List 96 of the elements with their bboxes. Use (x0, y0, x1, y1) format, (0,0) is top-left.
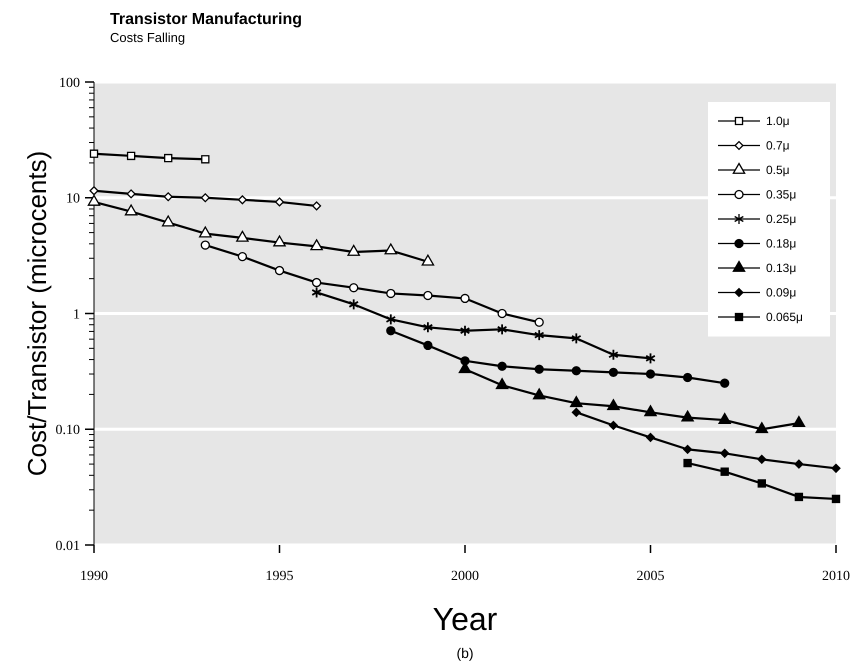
point (199, 226, 212, 238)
point (386, 288, 396, 298)
x-tick-label: 1995 (266, 569, 294, 584)
point (88, 194, 100, 206)
point (201, 155, 210, 164)
point (236, 230, 249, 242)
point (460, 324, 470, 337)
point (386, 326, 396, 336)
point (720, 378, 730, 388)
point (608, 348, 619, 361)
point (607, 399, 620, 410)
point (310, 239, 323, 250)
legend-label: 1.0μ (766, 114, 790, 128)
point (311, 286, 322, 298)
point (126, 152, 136, 160)
point (572, 408, 581, 417)
point (423, 290, 433, 300)
legend-label: 0.09μ (766, 286, 796, 300)
point (423, 340, 433, 350)
point (422, 254, 434, 266)
text: (b) (456, 645, 474, 661)
point (682, 372, 692, 382)
legend-label: 0.5μ (766, 163, 790, 178)
y-tick-label: 1 (73, 307, 80, 322)
point (497, 362, 507, 371)
point (274, 197, 284, 206)
point (646, 432, 656, 442)
legend-label: 0.25μ (766, 212, 796, 226)
point (162, 215, 174, 226)
legend-label: 0.18μ (766, 236, 796, 251)
point (534, 329, 544, 342)
point (794, 460, 804, 469)
point (89, 186, 99, 196)
y-tick-label: 0.01 (56, 538, 80, 554)
point (608, 368, 618, 378)
y-tick-label: 0.10 (56, 423, 80, 438)
point (386, 313, 396, 326)
point (534, 364, 544, 374)
point (126, 189, 136, 198)
point (720, 448, 730, 458)
point (718, 412, 731, 424)
point (460, 294, 470, 304)
point (831, 464, 841, 473)
point (90, 150, 98, 158)
point (164, 154, 172, 162)
chart-subtitle: Costs Falling (110, 30, 186, 45)
point (832, 494, 840, 504)
point (496, 323, 508, 336)
x-axis-title: Year (432, 601, 498, 637)
point (758, 479, 766, 488)
point (572, 366, 581, 376)
point (349, 283, 358, 292)
point (238, 252, 248, 262)
point (124, 204, 138, 216)
x-tick-label: 2000 (451, 569, 479, 584)
point (312, 201, 322, 210)
chart-title: Transistor Manufacturing (110, 11, 302, 28)
point (200, 240, 210, 250)
point (646, 369, 656, 379)
legend-label: 0.13μ (766, 261, 796, 276)
point (384, 243, 398, 254)
point (238, 195, 247, 204)
point (348, 298, 359, 310)
point (757, 454, 766, 464)
point (792, 416, 806, 428)
point (312, 278, 322, 288)
legend-label: 0.7μ (766, 138, 790, 153)
point (720, 467, 729, 476)
x-tick-label: 2005 (636, 569, 664, 584)
point (570, 396, 583, 408)
y-tick-label: 10 (66, 192, 80, 207)
point (571, 332, 582, 344)
point (164, 192, 173, 202)
point (681, 410, 694, 422)
legend-label: 0.35μ (766, 188, 796, 202)
point (274, 266, 284, 276)
y-tick-label: 100 (59, 76, 80, 91)
point (532, 388, 546, 400)
point (794, 492, 804, 502)
point (534, 318, 544, 327)
y-axis-title: Cost/Transistor (microcents) (22, 150, 52, 476)
point (608, 420, 618, 430)
point (422, 321, 434, 334)
point (496, 378, 508, 390)
point (683, 458, 692, 468)
x-tick-label: 2010 (822, 569, 850, 584)
point (644, 405, 657, 416)
x-tick-label: 1990 (80, 569, 108, 584)
point (645, 352, 656, 364)
point (683, 444, 692, 454)
point (756, 422, 768, 434)
point (497, 308, 507, 318)
legend-label: 0.065μ (766, 310, 804, 324)
point (347, 244, 360, 256)
point (200, 193, 210, 202)
point (273, 235, 286, 246)
